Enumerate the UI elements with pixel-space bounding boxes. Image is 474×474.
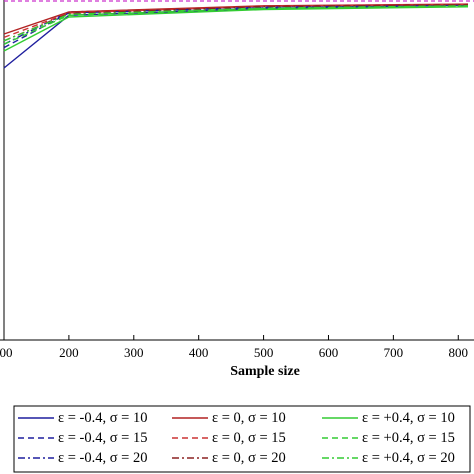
legend-label: ε = +0.4, σ = 15 <box>362 430 455 446</box>
x-tick-label: 700 <box>384 345 404 360</box>
x-axis-label: Sample size <box>230 364 300 379</box>
x-tick-label: 800 <box>449 345 469 360</box>
plot-frame <box>0 0 474 341</box>
x-tick-label: 400 <box>189 345 209 360</box>
legend-label: ε = -0.4, σ = 15 <box>58 430 147 446</box>
legend-label: ε = +0.4, σ = 20 <box>362 450 455 466</box>
legend: ε = -0.4, σ = 10 ε = -0.4, σ = 15 ε = -0.4… <box>13 405 471 473</box>
legend-label: ε = -0.4, σ = 20 <box>58 450 147 466</box>
legend-label: ε = -0.4, σ = 10 <box>58 410 147 426</box>
series-line-4 <box>3 3 469 35</box>
x-tick-label: 300 <box>124 345 144 360</box>
x-tick-label: 200 <box>59 345 79 360</box>
legend-label: ε = 0, σ = 10 <box>212 410 286 426</box>
series-line-9 <box>3 5 469 42</box>
x-tick-label: 500 <box>254 345 274 360</box>
legend-label: ε = 0, σ = 15 <box>212 430 286 446</box>
legend-label: ε = +0.4, σ = 10 <box>362 410 455 426</box>
series-line-5 <box>3 3 469 39</box>
series-line-7 <box>3 6 469 52</box>
x-tick-group: 00 200 300 400 500 600 700 800 <box>0 335 468 360</box>
series-line-8 <box>3 5 469 45</box>
legend-label: ε = 0, σ = 20 <box>212 450 286 466</box>
x-tick-label: 00 <box>0 345 13 360</box>
legend-box <box>13 405 471 473</box>
x-tick-label: 600 <box>319 345 339 360</box>
series-group <box>3 3 469 69</box>
